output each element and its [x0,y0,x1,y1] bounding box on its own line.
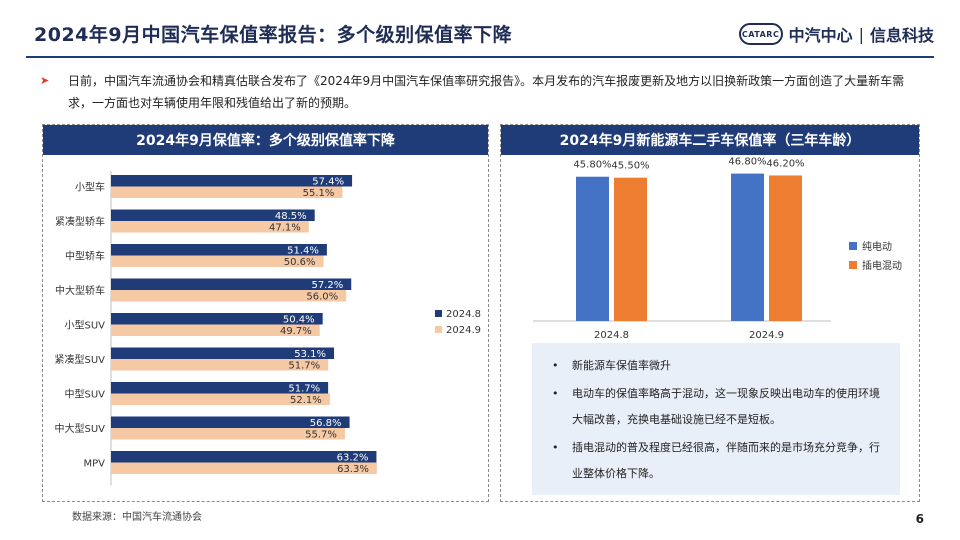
bar-2024.9 [111,255,324,267]
bar-插电混动 [614,177,647,321]
data-label: 55.1% [303,188,335,199]
bar-2024.8 [111,209,315,221]
data-label: 51.7% [288,361,320,372]
bar-插电混动 [769,175,802,321]
data-label: 57.4% [312,177,344,188]
category-label: 小型SUV [64,319,105,332]
category-label: 中型轿车 [65,250,105,263]
legend-swatch [849,261,857,269]
data-label: 51.7% [288,384,320,395]
data-label: 50.4% [283,315,315,326]
brand-logo: CATARC 中汽中心 | 信息科技 [738,22,934,46]
bar-纯电动 [576,176,609,321]
data-label: 63.2% [337,453,369,464]
page-number: 6 [915,512,924,526]
legend-label: 纯电动 [862,240,892,253]
logo-unit: 信息科技 [869,26,934,45]
data-label: 55.7% [305,430,337,441]
bar-2024.8 [111,382,329,394]
note-item: • 插电混动的普及程度已经很高，伴随而来的是市场充分竞争，行业整体价格下降。 [546,435,886,487]
bullet-icon: • [552,387,559,400]
intro-text: 日前，中国汽车流通协会和精真估联合发布了《2024年9月中国汽车保值率研究报告》… [68,74,905,110]
data-label: 53.1% [294,349,326,360]
bar-2024.9 [111,221,309,233]
category-label: MPV [84,459,106,470]
data-label: 46.80% [728,157,766,168]
category-label: 紧凑型SUV [54,353,105,366]
category-label: 紧凑型轿车 [55,215,105,228]
data-label: 51.4% [287,246,319,257]
bar-2024.9 [111,290,347,302]
note-item: • 电动车的保值率略高于混动，这一现象反映出电动车的使用环境大幅改善，充换电基础… [546,381,886,433]
bar-2024.9 [111,324,320,336]
data-label: 50.6% [284,257,316,268]
data-label: 45.80% [573,160,611,171]
notes-box: • 新能源车保值率微升 • 电动车的保值率略高于混动，这一现象反映出电动车的使用… [532,343,900,495]
data-label: 48.5% [275,211,307,222]
bar-2024.9 [111,359,329,371]
data-label: 56.8% [310,418,342,429]
retention-bar-chart: 小型车57.4%55.1%紧凑型轿车48.5%47.1%中型轿车51.4%50.… [54,171,481,486]
data-label: 52.1% [290,395,322,406]
data-label: 49.7% [280,326,312,337]
bar-2024.8 [111,451,377,463]
category-label: 小型车 [75,181,105,194]
legend-label: 2024.8 [446,309,481,320]
bar-2024.8 [111,347,335,359]
bar-2024.8 [111,244,327,256]
data-label: 56.0% [306,292,338,303]
category-label: 中大型SUV [54,422,105,435]
nev-bar-chart: 45.80% 45.50% 2024.8 46.80% 46.20% 2024.9 纯电动插… [533,157,902,341]
bar-2024.8 [111,313,323,325]
category-label: 中大型轿车 [55,284,105,297]
catarc-logo-icon: CATARC [738,23,783,45]
left-chart-panel: 2024年9月保值率：多个级别保值率下降 小型车 57.4% 55.1% 紧凑型轿车 4… [42,124,489,502]
arrow-bullet-icon: ➤ [40,74,50,87]
data-label: 46.20% [766,158,804,169]
logo-separator: | [858,24,864,44]
category-label: 2024.9 [749,330,784,341]
legend-swatch [849,242,857,250]
category-label: 2024.8 [594,330,629,341]
legend-swatch [435,310,442,317]
category-label: 中型SUV [64,388,105,401]
data-label: 47.1% [269,223,301,234]
data-label: 57.2% [311,280,343,291]
bar-2024.8 [111,175,353,187]
page-title: 2024年9月中国汽车保值率报告：多个级别保值率下降 [34,24,513,46]
note-text: 插电混动的普及程度已经很高，伴随而来的是市场充分竞争，行业整体价格下降。 [572,441,880,480]
bar-2024.9 [111,186,343,198]
logo-org: 中汽中心 [788,26,853,45]
left-chart-title: 2024年9月保值率：多个级别保值率下降 [43,125,488,155]
note-text: 新能源车保值率微升 [572,359,671,372]
bar-2024.8 [111,416,350,428]
right-chart-title: 2024年9月新能源车二手车保值率（三年车龄） [501,125,919,155]
data-label: 63.3% [337,464,369,475]
bullet-icon: • [552,359,559,372]
intro-paragraph: ➤ 日前，中国汽车流通协会和精真估联合发布了《2024年9月中国汽车保值率研究报… [40,70,920,114]
data-source: 数据来源：中国汽车流通协会 [72,512,202,523]
bar-2024.9 [111,428,345,440]
right-chart-panel: 2024年9月新能源车二手车保值率（三年车龄） 45.80% 45.50% 2024… [500,124,920,502]
legend-label: 插电混动 [862,259,902,272]
note-text: 电动车的保值率略高于混动，这一现象反映出电动车的使用环境大幅改善，充换电基础设施… [572,387,880,426]
bar-纯电动 [731,173,764,321]
bar-2024.9 [111,462,377,474]
bar-2024.8 [111,278,352,290]
note-item: • 新能源车保值率微升 [546,353,886,379]
data-label: 45.50% [611,161,649,172]
legend-swatch [435,326,442,333]
header-divider [26,56,934,58]
bullet-icon: • [552,441,559,454]
bar-2024.9 [111,393,330,405]
legend-label: 2024.9 [446,325,481,336]
